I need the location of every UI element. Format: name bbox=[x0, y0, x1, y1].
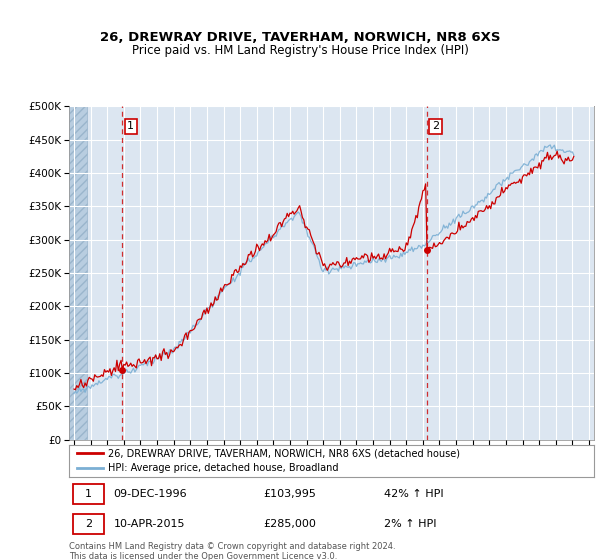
Text: 2% ↑ HPI: 2% ↑ HPI bbox=[384, 519, 437, 529]
Text: 10-APR-2015: 10-APR-2015 bbox=[113, 519, 185, 529]
Text: 26, DREWRAY DRIVE, TAVERHAM, NORWICH, NR8 6XS (detached house): 26, DREWRAY DRIVE, TAVERHAM, NORWICH, NR… bbox=[109, 449, 460, 459]
Text: £285,000: £285,000 bbox=[263, 519, 316, 529]
Text: Price paid vs. HM Land Registry's House Price Index (HPI): Price paid vs. HM Land Registry's House … bbox=[131, 44, 469, 57]
Text: 1: 1 bbox=[127, 122, 134, 132]
Text: Contains HM Land Registry data © Crown copyright and database right 2024.
This d: Contains HM Land Registry data © Crown c… bbox=[69, 542, 395, 560]
Text: 42% ↑ HPI: 42% ↑ HPI bbox=[384, 489, 443, 499]
Text: HPI: Average price, detached house, Broadland: HPI: Average price, detached house, Broa… bbox=[109, 463, 339, 473]
FancyBboxPatch shape bbox=[73, 514, 104, 534]
Bar bbox=[69, 106, 87, 440]
Text: 09-DEC-1996: 09-DEC-1996 bbox=[113, 489, 187, 499]
FancyBboxPatch shape bbox=[73, 484, 104, 505]
Text: £103,995: £103,995 bbox=[263, 489, 316, 499]
Text: 26, DREWRAY DRIVE, TAVERHAM, NORWICH, NR8 6XS: 26, DREWRAY DRIVE, TAVERHAM, NORWICH, NR… bbox=[100, 31, 500, 44]
Text: 1: 1 bbox=[85, 489, 92, 499]
Text: 2: 2 bbox=[85, 519, 92, 529]
Text: 2: 2 bbox=[432, 122, 439, 132]
